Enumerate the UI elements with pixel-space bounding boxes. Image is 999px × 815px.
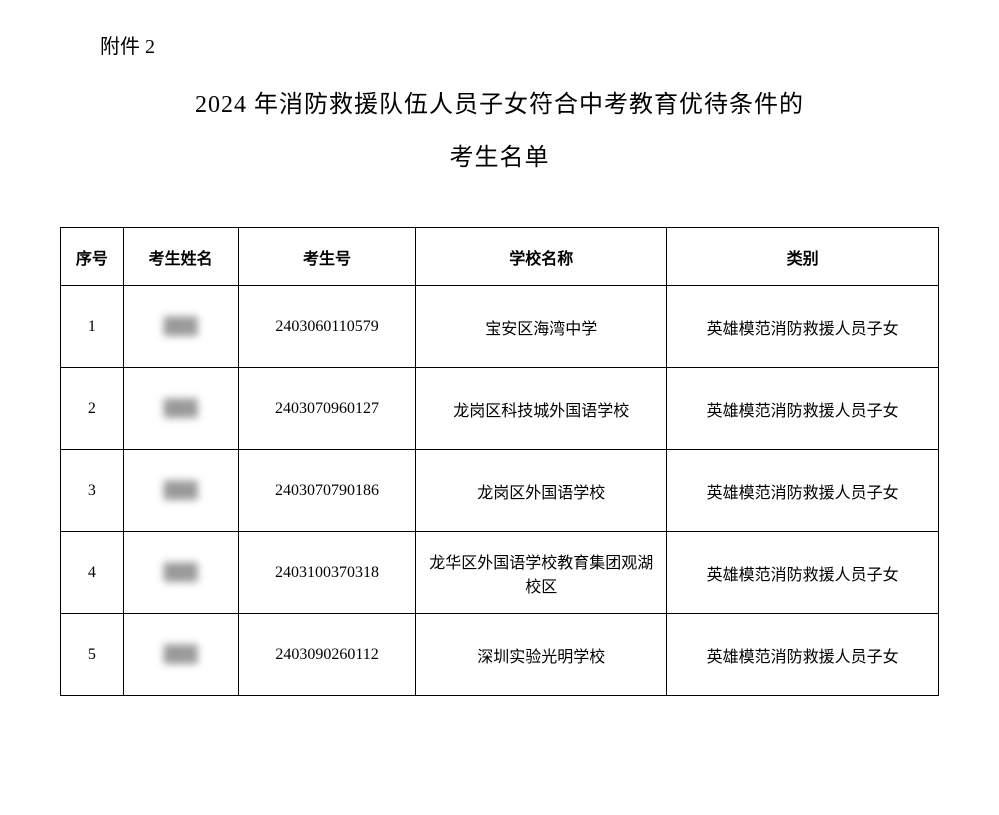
- cell-school: 龙岗区外国语学校: [416, 450, 667, 532]
- table-row: 4 ███ 2403100370318 龙华区外国语学校教育集团观湖校区 英雄模…: [61, 532, 939, 614]
- cell-school: 宝安区海湾中学: [416, 286, 667, 368]
- cell-school: 龙华区外国语学校教育集团观湖校区: [416, 532, 667, 614]
- cell-name: ███: [123, 614, 238, 696]
- cell-examid: 2403100370318: [238, 532, 416, 614]
- col-header-name: 考生姓名: [123, 228, 238, 286]
- cell-seq: 1: [61, 286, 124, 368]
- cell-name: ███: [123, 368, 238, 450]
- cell-category: 英雄模范消防救援人员子女: [667, 450, 939, 532]
- candidates-table: 序号 考生姓名 考生号 学校名称 类别 1 ███ 2403060110579 …: [60, 227, 939, 696]
- cell-name: ███: [123, 286, 238, 368]
- cell-seq: 5: [61, 614, 124, 696]
- cell-name: ███: [123, 450, 238, 532]
- table-row: 5 ███ 2403090260112 深圳实验光明学校 英雄模范消防救援人员子…: [61, 614, 939, 696]
- cell-examid: 2403090260112: [238, 614, 416, 696]
- document-title-line1: 2024 年消防救援队伍人员子女符合中考教育优待条件的: [60, 84, 939, 119]
- cell-seq: 2: [61, 368, 124, 450]
- cell-school: 深圳实验光明学校: [416, 614, 667, 696]
- table-row: 1 ███ 2403060110579 宝安区海湾中学 英雄模范消防救援人员子女: [61, 286, 939, 368]
- table-header-row: 序号 考生姓名 考生号 学校名称 类别: [61, 228, 939, 286]
- col-header-category: 类别: [667, 228, 939, 286]
- cell-school: 龙岗区科技城外国语学校: [416, 368, 667, 450]
- cell-category: 英雄模范消防救援人员子女: [667, 368, 939, 450]
- col-header-school: 学校名称: [416, 228, 667, 286]
- cell-examid: 2403070790186: [238, 450, 416, 532]
- col-header-examid: 考生号: [238, 228, 416, 286]
- cell-seq: 4: [61, 532, 124, 614]
- cell-examid: 2403070960127: [238, 368, 416, 450]
- cell-examid: 2403060110579: [238, 286, 416, 368]
- table-row: 3 ███ 2403070790186 龙岗区外国语学校 英雄模范消防救援人员子…: [61, 450, 939, 532]
- cell-seq: 3: [61, 450, 124, 532]
- cell-category: 英雄模范消防救援人员子女: [667, 532, 939, 614]
- table-row: 2 ███ 2403070960127 龙岗区科技城外国语学校 英雄模范消防救援…: [61, 368, 939, 450]
- attachment-label: 附件 2: [100, 30, 939, 59]
- cell-name: ███: [123, 532, 238, 614]
- col-header-seq: 序号: [61, 228, 124, 286]
- cell-category: 英雄模范消防救援人员子女: [667, 614, 939, 696]
- document-title-line2: 考生名单: [60, 137, 939, 172]
- cell-category: 英雄模范消防救援人员子女: [667, 286, 939, 368]
